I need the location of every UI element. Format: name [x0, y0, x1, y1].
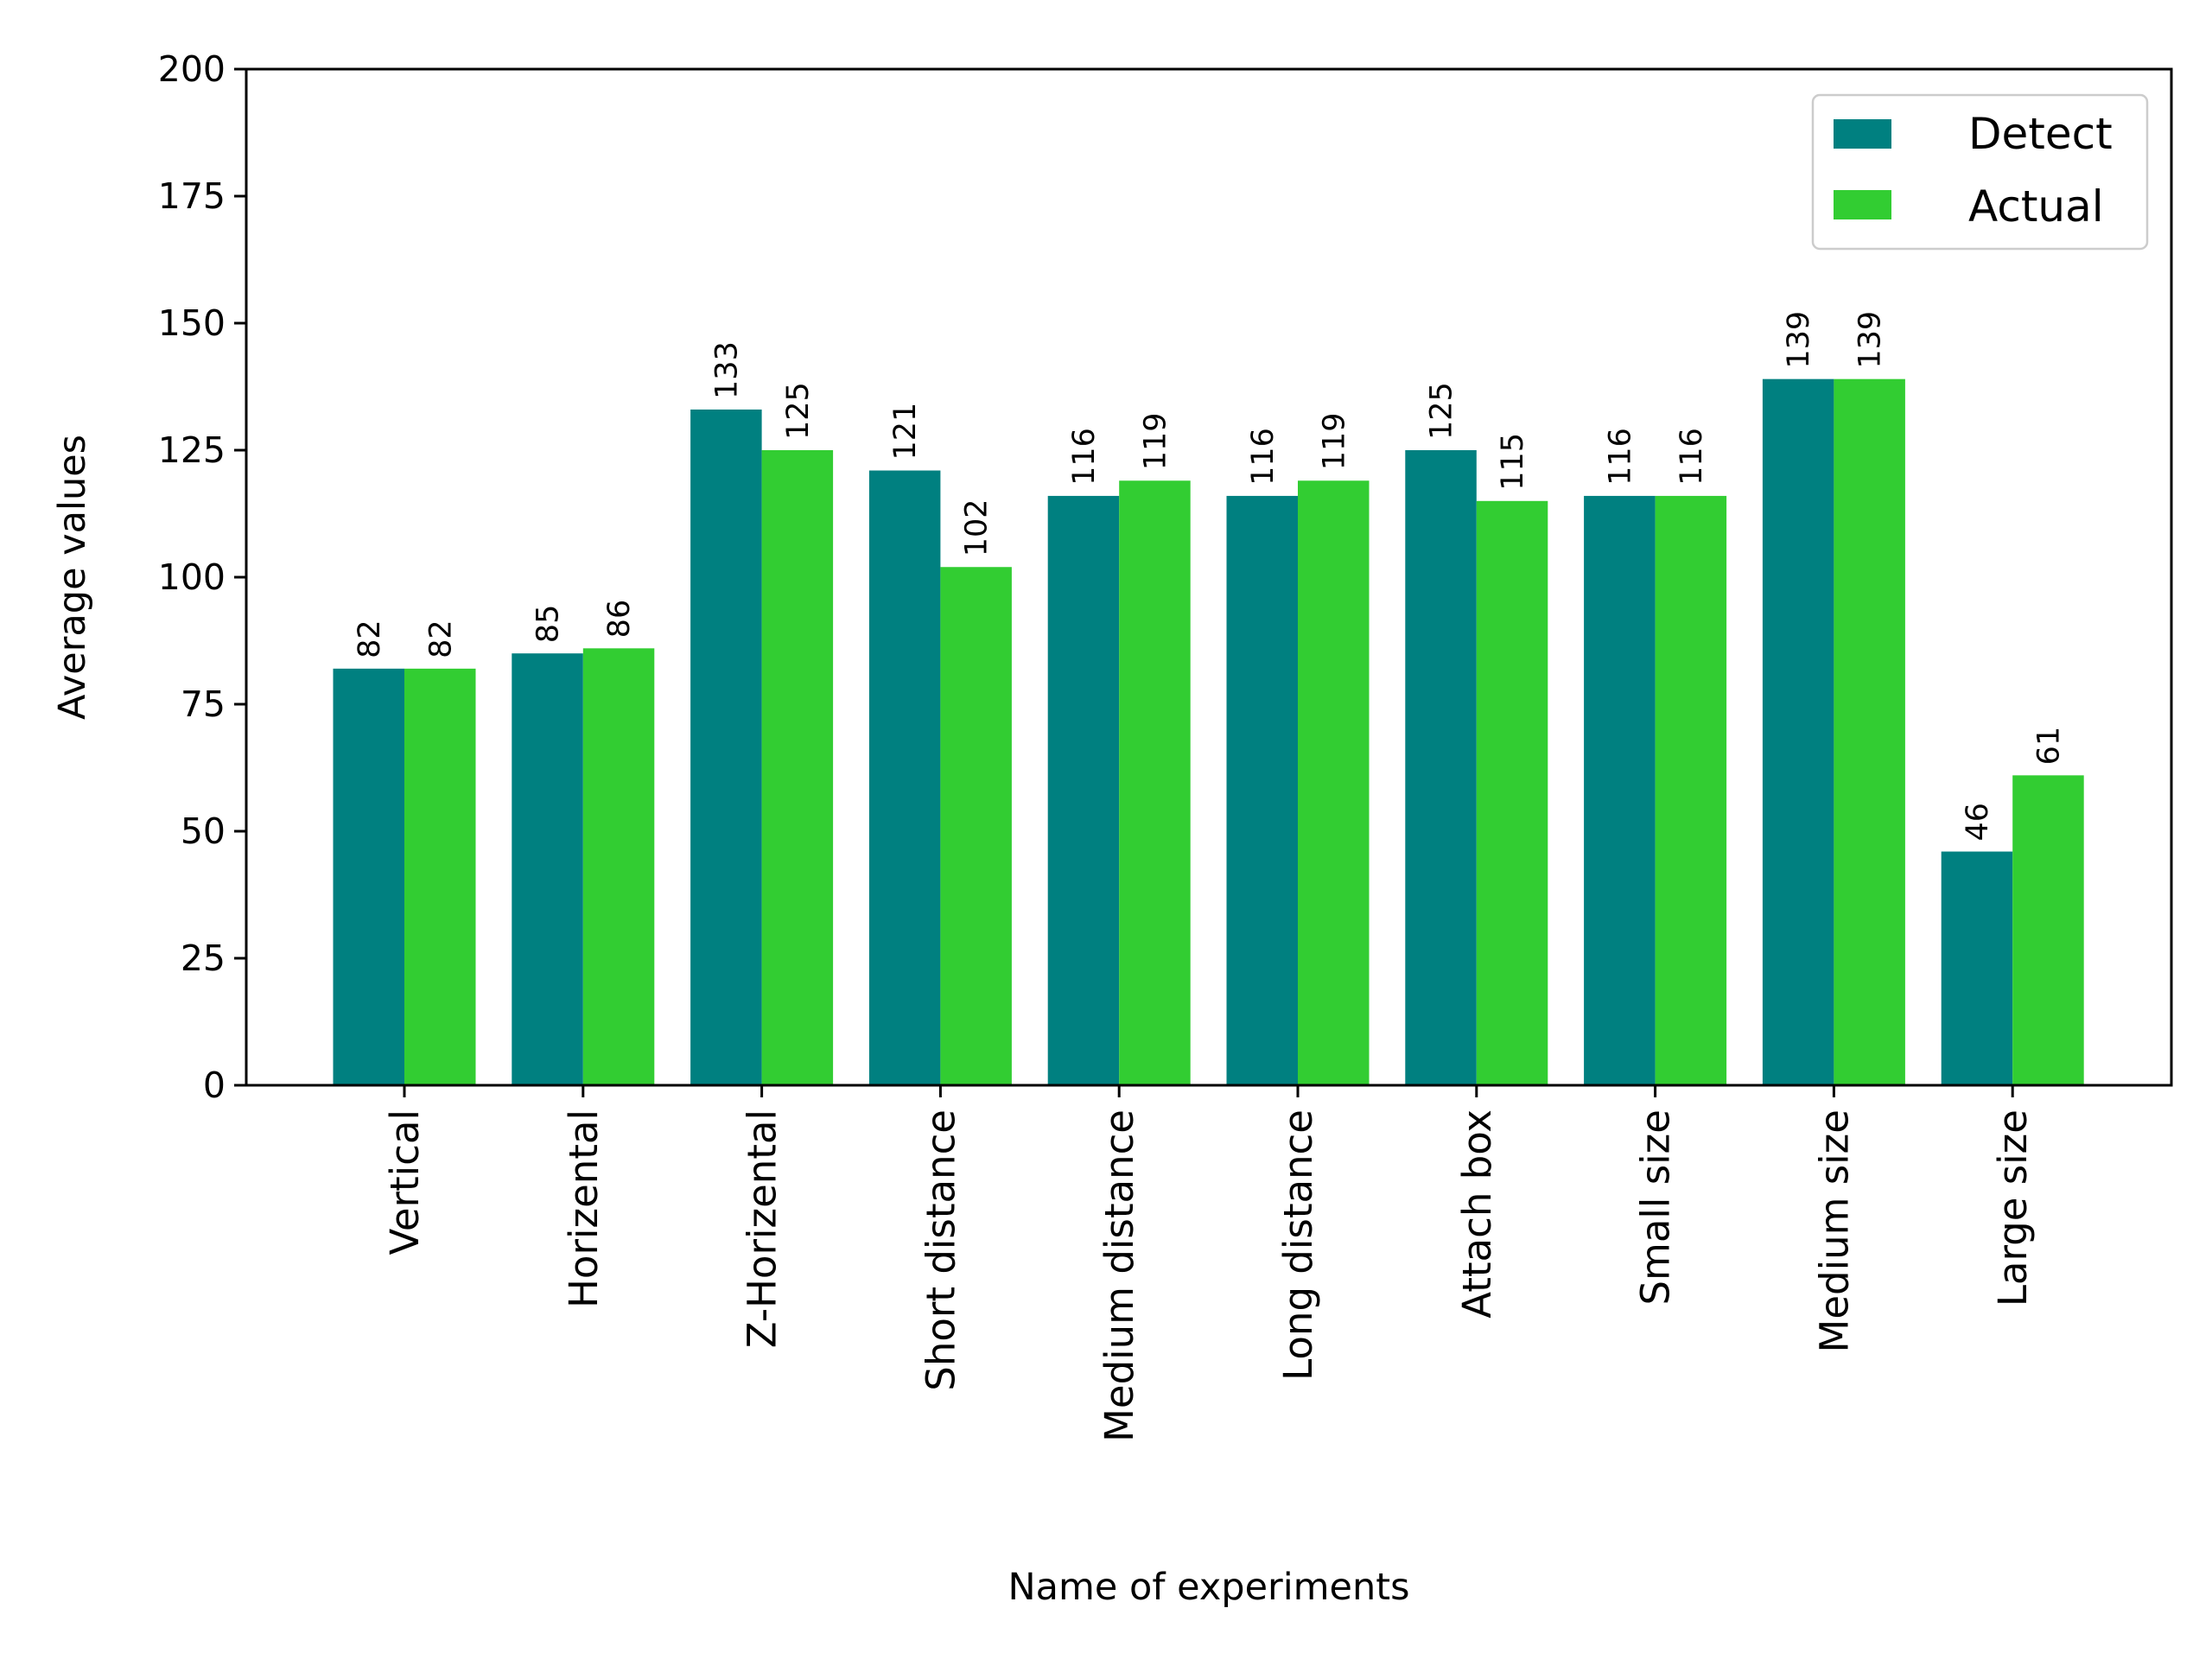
x-axis: Vertical Horizental Z-Horizental Short dist… — [382, 1085, 2036, 1442]
data-label-detect-3: 121 — [888, 403, 923, 461]
x-tick-label: Vertical — [382, 1109, 428, 1255]
y-tick-label: 25 — [181, 938, 226, 979]
bar-actual-8 — [1834, 378, 1905, 1085]
y-tick-label: 50 — [181, 810, 226, 852]
data-label-actual-8: 139 — [1853, 311, 1888, 369]
data-label-detect-9: 46 — [1961, 803, 1995, 842]
bar-actual-3 — [940, 567, 1012, 1085]
y-tick-label: 175 — [158, 175, 226, 217]
x-tick-label: Long distance — [1275, 1109, 1321, 1381]
y-tick-label: 125 — [158, 429, 226, 471]
bar-detect-1 — [512, 653, 583, 1085]
data-label-actual-3: 102 — [960, 499, 995, 556]
legend-swatch-actual — [1834, 190, 1891, 219]
bar-detect-8 — [1762, 378, 1834, 1085]
legend-swatch-detect — [1834, 119, 1891, 149]
data-label-detect-7: 116 — [1603, 428, 1637, 486]
data-label-actual-5: 119 — [1317, 412, 1351, 470]
x-tick-label: Short distance — [918, 1109, 963, 1391]
bar-actual-7 — [1655, 495, 1727, 1085]
bar-detect-6 — [1405, 450, 1477, 1085]
data-label-actual-1: 86 — [602, 600, 637, 639]
y-tick-label: 150 — [158, 302, 226, 344]
x-tick-label: Small size — [1633, 1109, 1679, 1306]
bar-detect-0 — [333, 668, 404, 1085]
data-label-actual-0: 82 — [423, 620, 458, 658]
data-label-actual-2: 125 — [781, 382, 816, 440]
legend: Detect Actual — [1811, 93, 2149, 251]
data-label-detect-5: 116 — [1246, 428, 1281, 486]
data-label-actual-4: 119 — [1138, 412, 1173, 470]
data-label-detect-1: 85 — [531, 605, 566, 644]
y-tick-label: 200 — [158, 48, 226, 90]
x-tick-label: Horizental — [561, 1109, 607, 1308]
x-tick-label: Attach box — [1454, 1109, 1500, 1319]
legend-label-detect: Detect — [1968, 109, 2113, 159]
y-axis: 0 25 50 75 100 125 150 175 200 — [158, 48, 246, 1106]
bar-actual-9 — [2012, 775, 2084, 1085]
y-tick-label: 0 — [203, 1065, 226, 1106]
bar-actual-5 — [1298, 480, 1370, 1085]
bar-detect-4 — [1047, 495, 1120, 1085]
bar-actual-2 — [761, 450, 834, 1085]
y-axis-title: Average values — [51, 435, 94, 720]
bar-actual-0 — [404, 668, 476, 1085]
bar-actual-4 — [1119, 480, 1191, 1085]
x-tick-label: Large size — [1990, 1109, 2036, 1306]
bars-group — [333, 378, 2084, 1086]
x-tick-label: Z-Horizental — [740, 1109, 785, 1348]
plot-frame — [245, 67, 2173, 1087]
x-axis-title: Name of experiments — [1007, 1566, 1409, 1609]
data-label-actual-7: 116 — [1675, 428, 1709, 486]
bar-detect-2 — [690, 409, 762, 1086]
data-label-actual-9: 61 — [2031, 727, 2066, 766]
x-tick-label: Medium distance — [1096, 1109, 1142, 1442]
bar-detect-9 — [1941, 851, 2013, 1085]
bar-detect-3 — [868, 470, 941, 1085]
data-label-detect-4: 116 — [1067, 428, 1102, 486]
data-label-actual-6: 115 — [1496, 433, 1530, 491]
bar-detect-5 — [1226, 495, 1298, 1085]
data-label-detect-8: 139 — [1782, 311, 1816, 369]
bar-detect-7 — [1584, 495, 1656, 1085]
data-label-detect-2: 133 — [709, 341, 744, 399]
y-tick-label: 100 — [158, 556, 226, 598]
data-label-detect-6: 125 — [1425, 382, 1459, 440]
legend-label-actual: Actual — [1968, 181, 2104, 232]
bar-actual-6 — [1476, 500, 1548, 1085]
y-tick-label: 75 — [181, 683, 226, 725]
legend-frame — [1811, 93, 2149, 251]
data-label-detect-0: 82 — [353, 620, 387, 658]
x-tick-label: Medium size — [1811, 1109, 1857, 1353]
bar-actual-1 — [582, 648, 655, 1085]
data-labels-group: 82 85 133 121 116 116 125 116 139 46 82 86 125 102 119… — [353, 311, 2067, 842]
